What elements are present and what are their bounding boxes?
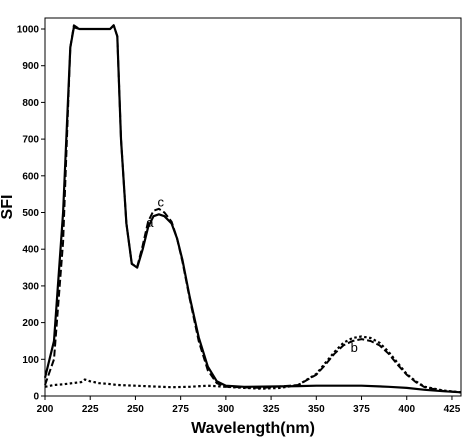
- x-tick-label: 325: [263, 404, 280, 415]
- y-tick-label: 900: [22, 61, 39, 72]
- plot-lines: [43, 24, 462, 394]
- y-tick-label: 0: [33, 392, 39, 403]
- y-tick-label: 300: [22, 281, 39, 292]
- y-tick-label: 400: [22, 245, 39, 256]
- y-tick-label: 500: [22, 208, 39, 219]
- axes: [44, 17, 462, 397]
- curve-label-b: b: [351, 340, 358, 355]
- y-tick-label: 100: [22, 355, 39, 366]
- series-line-c: [44, 24, 462, 394]
- y-axis-label: SFI: [0, 195, 16, 220]
- curve-label-a: a: [146, 215, 154, 230]
- x-axis-label: Wavelength(nm): [191, 420, 315, 437]
- y-tick-label: 700: [22, 135, 39, 146]
- x-tick-label: 375: [353, 404, 370, 415]
- x-tick-label: 425: [444, 404, 461, 415]
- y-tick-label: 800: [22, 98, 39, 109]
- curve-label-c: c: [158, 195, 165, 210]
- y-tick-label: 1000: [17, 25, 40, 36]
- plot-frame: [44, 17, 462, 397]
- x-tick-label: 350: [308, 404, 325, 415]
- x-tick-label: 275: [172, 404, 189, 415]
- ticks: 200 225 250 275 300 325 350 375 400 425 0 100 200 300…: [17, 25, 461, 415]
- x-tick-label: 250: [127, 404, 144, 415]
- x-tick-label: 225: [82, 404, 99, 415]
- y-tick-label: 200: [22, 318, 39, 329]
- x-tick-label: 300: [218, 404, 235, 415]
- curve-labels: a b c: [146, 195, 358, 355]
- y-tick-label: 600: [22, 171, 39, 182]
- x-tick-label: 400: [398, 404, 415, 415]
- x-tick-label: 200: [37, 404, 54, 415]
